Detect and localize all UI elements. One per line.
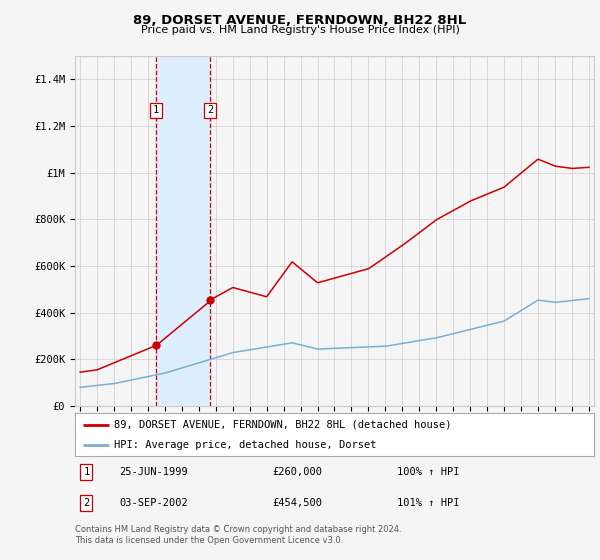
Bar xyxy=(156,56,210,406)
Text: £260,000: £260,000 xyxy=(272,467,322,477)
Text: 89, DORSET AVENUE, FERNDOWN, BH22 8HL (detached house): 89, DORSET AVENUE, FERNDOWN, BH22 8HL (d… xyxy=(114,419,451,430)
Text: 03-SEP-2002: 03-SEP-2002 xyxy=(119,498,188,508)
Text: Contains HM Land Registry data © Crown copyright and database right 2024.
This d: Contains HM Land Registry data © Crown c… xyxy=(75,525,401,545)
Text: Price paid vs. HM Land Registry's House Price Index (HPI): Price paid vs. HM Land Registry's House … xyxy=(140,25,460,35)
Text: 2: 2 xyxy=(207,105,214,115)
Text: 101% ↑ HPI: 101% ↑ HPI xyxy=(397,498,459,508)
Text: 1: 1 xyxy=(83,467,89,477)
Text: 89, DORSET AVENUE, FERNDOWN, BH22 8HL: 89, DORSET AVENUE, FERNDOWN, BH22 8HL xyxy=(133,14,467,27)
Text: HPI: Average price, detached house, Dorset: HPI: Average price, detached house, Dors… xyxy=(114,440,376,450)
Text: 100% ↑ HPI: 100% ↑ HPI xyxy=(397,467,459,477)
Text: 2: 2 xyxy=(83,498,89,508)
Text: 1: 1 xyxy=(153,105,159,115)
Text: 25-JUN-1999: 25-JUN-1999 xyxy=(119,467,188,477)
Text: £454,500: £454,500 xyxy=(272,498,322,508)
